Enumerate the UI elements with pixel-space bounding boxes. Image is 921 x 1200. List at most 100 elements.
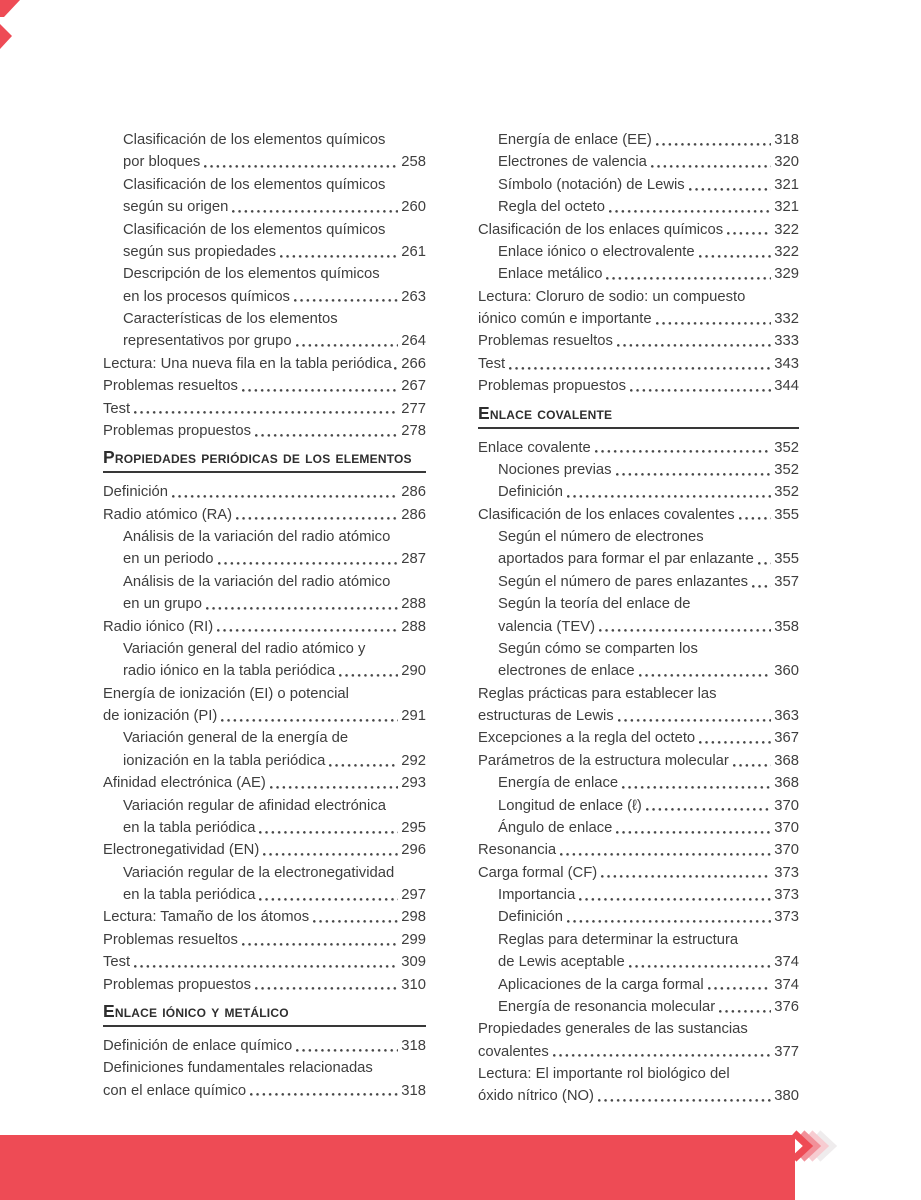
toc-entry-text: en un grupo [123, 596, 202, 613]
bottom-chevrons-icon [792, 1130, 838, 1162]
toc-entry-text: según su origen [123, 199, 229, 216]
toc-entry-text: Características de los elementos [123, 311, 338, 327]
toc-entry-text: Parámetros de la estructura molecular [478, 752, 729, 769]
toc-entry: estructuras de Lewis 363 [478, 705, 799, 727]
toc-entry-page: 370 [774, 819, 799, 836]
toc-entry-text: Energía de ionización (EI) o potencial [103, 685, 349, 702]
dot-leader [255, 433, 399, 437]
toc-entry-text: de ionización (PI) [103, 708, 218, 724]
toc-entry-page: 258 [401, 154, 426, 171]
toc-entry: Clasificación de los elementos químicos [103, 174, 426, 196]
toc-entry: Problemas propuestos 278 [103, 420, 426, 442]
toc-entry-text: Energía de enlace [498, 775, 619, 792]
toc-entry: electrones de enlace 360 [478, 660, 799, 682]
toc-entry-text: Clasificación de los enlaces covalentes [478, 506, 735, 523]
toc-entry-text: Definiciones fundamentales relacionadas [103, 1060, 373, 1077]
toc-entry-text: electrones de enlace [498, 663, 635, 680]
toc-entry-page: 332 [774, 311, 799, 327]
dot-leader [616, 344, 772, 348]
toc-entry-page: 377 [774, 1043, 799, 1060]
toc-entry: Variación general de la energía de [103, 727, 426, 749]
dot-leader [615, 472, 772, 476]
dot-leader [752, 584, 772, 588]
toc-entry-text: Reglas prácticas para establecer las [478, 685, 717, 702]
toc-entry-text: Resonancia [478, 842, 557, 859]
toc-entry-page: 318 [401, 1082, 426, 1099]
toc-entry: en la tabla periódica 295 [103, 817, 426, 839]
toc-entry-page: 329 [774, 266, 799, 283]
toc-entry-text: según sus propiedades [123, 243, 277, 260]
toc-entry-page: 355 [774, 551, 799, 568]
toc-entry-text: representativos por grupo [123, 333, 292, 350]
toc-entry-page: 355 [774, 506, 799, 523]
toc-entry-page: 363 [774, 708, 799, 724]
toc-entry: Variación regular de afinidad electrónic… [103, 795, 426, 817]
toc-entry: Afinidad electrónica (AE) 293 [103, 772, 426, 794]
toc-entry-text: Radio iónico (RI) [103, 618, 214, 635]
toc-entry-text: Variación general del radio atómico y [123, 640, 366, 657]
toc-entry: valencia (TEV) 358 [478, 616, 799, 638]
toc-entry: covalentes 377 [478, 1041, 799, 1063]
toc-entry-text: Problemas resueltos [478, 333, 613, 350]
toc-entry-text: covalentes [478, 1043, 549, 1060]
toc-entry: Definiciones fundamentales relacionadas [103, 1057, 426, 1079]
dot-leader [616, 830, 772, 834]
toc-entry: Reglas prácticas para establecer las [478, 683, 799, 705]
toc-entry: de Lewis aceptable 374 [478, 951, 799, 973]
toc-column-left: Clasificación de los elementos químicos … [103, 129, 426, 1102]
toc-entry: Enlace covalente 352 [478, 437, 799, 459]
toc-entry-text: Radio atómico (RA) [103, 506, 233, 523]
toc-entry: Radio atómico (RA) 286 [103, 504, 426, 526]
toc-entry-text: Variación regular de afinidad electrónic… [123, 797, 386, 814]
toc-entry: Electronegatividad (EN) 296 [103, 839, 426, 861]
dot-leader [329, 763, 399, 767]
toc-entry-text: en la tabla periódica [123, 887, 256, 903]
toc-entry: Problemas propuestos 310 [103, 974, 426, 996]
dot-leader [566, 495, 772, 499]
toc-entry-page: 266 [401, 355, 426, 372]
toc-entry-text: Energía de resonancia molecular [498, 998, 716, 1015]
toc-entry: Características de los elementos [103, 308, 426, 330]
toc-entry-page: 288 [401, 596, 426, 613]
dot-leader [255, 987, 399, 991]
toc-entry: Definición 352 [478, 481, 799, 503]
toc-entry-text: Excepciones a la regla del octeto [478, 730, 696, 747]
toc-entry: Resonancia 370 [478, 839, 799, 861]
toc-entry-text: óxido nítrico (NO) [478, 1088, 594, 1105]
toc-entry-text: Afinidad electrónica (AE) [103, 775, 266, 792]
dot-leader [707, 987, 772, 991]
toc-entry: en un periodo 287 [103, 548, 426, 570]
dot-leader [732, 763, 772, 767]
toc-entry-text: por bloques [123, 154, 201, 171]
dot-leader [599, 629, 772, 633]
toc-entry-page: 321 [774, 199, 799, 216]
toc-entry-page: 370 [774, 842, 799, 859]
section-heading: Propiedades periódicas de los elementos [103, 449, 426, 474]
dot-leader [295, 344, 399, 348]
toc-entry-page: 264 [401, 333, 426, 350]
section-heading: Enlace iónico y metálico [103, 1002, 426, 1027]
toc-entry-text: Enlace metálico [498, 266, 603, 283]
toc-entry: Según el número de electrones [478, 526, 799, 548]
toc-entry: Problemas propuestos 344 [478, 375, 799, 397]
toc-entry: Descripción de los elementos químicos [103, 263, 426, 285]
toc-entry: Test 343 [478, 353, 799, 375]
toc-entry-text: Test [478, 355, 506, 372]
toc-entry-page: 295 [401, 819, 426, 836]
toc-entry: Importancia 373 [478, 884, 799, 906]
toc-entry: Parámetros de la estructura molecular 36… [478, 750, 799, 772]
toc-entry-page: 318 [401, 1037, 426, 1054]
toc-entry-page: 352 [774, 439, 799, 456]
bottom-red-bar [0, 1135, 795, 1200]
toc-entry: Análisis de la variación del radio atómi… [103, 526, 426, 548]
toc-entry: Clasificación de los enlaces covalentes … [478, 504, 799, 526]
toc-entry-page: 288 [401, 618, 426, 635]
toc-entry-text: en los procesos químicos [123, 288, 290, 305]
toc-entry-text: Clasificación de los elementos químicos [123, 176, 386, 193]
dot-leader [617, 718, 772, 722]
dot-leader [280, 254, 399, 258]
toc-entry: iónico común e importante 332 [478, 308, 799, 330]
toc-entry-page: 278 [401, 422, 426, 439]
toc-entry-page: 287 [401, 551, 426, 568]
